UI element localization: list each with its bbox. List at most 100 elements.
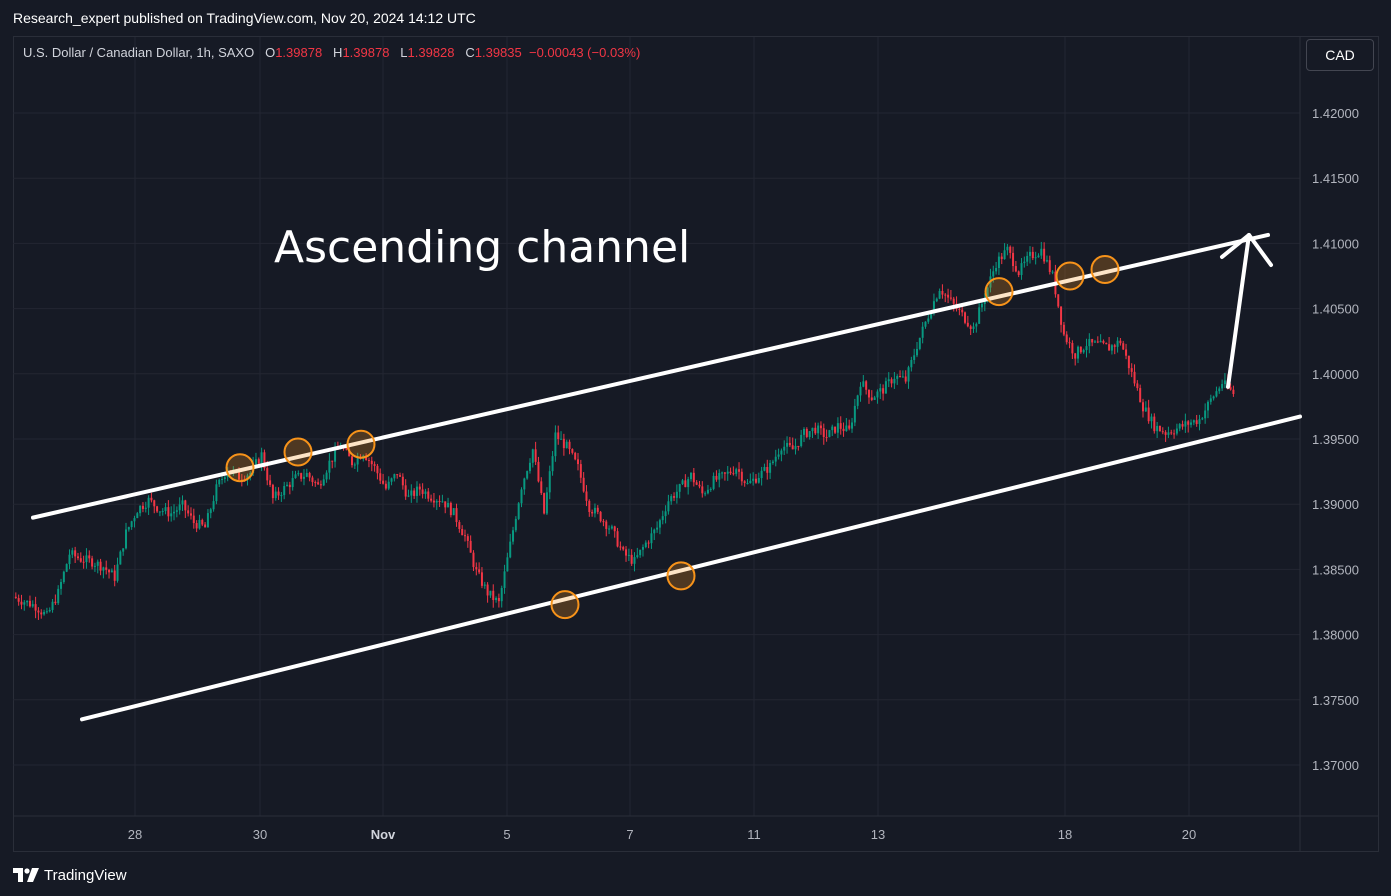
candle-body <box>746 483 749 485</box>
candle-body <box>568 441 571 450</box>
symbol-name[interactable]: U.S. Dollar / Canadian Dollar, 1h, SAXO <box>23 45 255 60</box>
candle-body <box>577 459 579 465</box>
candle-body <box>1232 389 1235 394</box>
candle-body <box>921 326 924 338</box>
candle-body <box>271 484 274 499</box>
candle-body <box>218 479 221 485</box>
candle-body <box>348 449 351 457</box>
candle-body <box>249 472 252 476</box>
candle-body <box>506 557 509 572</box>
candle-body <box>1153 416 1156 432</box>
candle-body <box>585 491 588 501</box>
candle-body <box>156 506 159 512</box>
candle-body <box>780 450 783 455</box>
candle-body <box>215 484 218 502</box>
candle-body <box>814 427 817 434</box>
candle-body <box>1093 341 1096 343</box>
candle-body <box>681 480 684 485</box>
candle-body <box>1195 420 1198 425</box>
candle-body <box>893 378 896 384</box>
candle-body <box>435 500 438 503</box>
candle-body <box>698 484 701 487</box>
candle-body <box>478 569 481 573</box>
candle-body <box>633 557 636 564</box>
candle-body <box>51 601 54 610</box>
candle-body <box>949 297 952 299</box>
candle-body <box>975 323 978 327</box>
publisher-line: Research_expert published on TradingView… <box>13 10 476 26</box>
candle-body <box>1057 294 1060 307</box>
candle-body <box>842 428 845 432</box>
grid-lines <box>13 37 1379 851</box>
candle-body <box>1130 368 1133 372</box>
candle-body <box>537 461 540 482</box>
candle-body <box>904 376 907 382</box>
candle-body <box>610 526 613 529</box>
candle-body <box>489 590 492 596</box>
candle-body <box>978 307 981 324</box>
candle-body <box>1065 334 1068 343</box>
candle-body <box>1192 420 1195 423</box>
candle-body <box>1051 271 1054 273</box>
candle-body <box>969 326 972 329</box>
candle-body <box>257 459 260 464</box>
candle-body <box>1113 345 1116 347</box>
candle-body <box>328 460 331 473</box>
candle-body <box>571 449 574 453</box>
candle-body <box>45 611 48 613</box>
time-tick-label: 11 <box>747 827 761 842</box>
candle-body <box>1003 250 1006 260</box>
tradingview-logo[interactable]: TradingView <box>13 864 127 886</box>
drawings: Ascending channel <box>31 222 1302 722</box>
candle-body <box>500 587 503 602</box>
candle-body <box>992 271 995 277</box>
candle-body <box>130 521 133 528</box>
candle-body <box>62 571 65 583</box>
candle-body <box>995 268 998 272</box>
candle-body <box>1020 263 1023 276</box>
candle-body <box>1082 350 1085 353</box>
candle-body <box>319 484 322 486</box>
candle-body <box>876 391 879 398</box>
price-axis: 1.42000 1.41500 1.41000 1.40500 1.40000 1.395… <box>1312 106 1359 773</box>
candle-body <box>48 609 51 612</box>
candle-body <box>325 472 328 480</box>
candle-body <box>353 464 356 466</box>
candle-body <box>582 477 585 492</box>
candle-body <box>291 478 294 488</box>
candle-body <box>608 528 611 530</box>
candle-body <box>82 561 85 563</box>
candle-body <box>1161 431 1164 433</box>
candle-body <box>721 472 724 474</box>
candle-body <box>184 500 187 511</box>
price-tick-label: 1.38500 <box>1312 562 1359 577</box>
candle-body <box>870 397 873 400</box>
candle-body <box>1000 256 1003 260</box>
candle-body <box>819 425 822 429</box>
candle-body <box>475 567 478 570</box>
candle-body <box>223 477 226 479</box>
candle-body <box>616 531 619 547</box>
candle-body <box>828 430 831 438</box>
candle-body <box>935 298 938 302</box>
candle-body <box>1029 251 1031 256</box>
candle-body <box>334 448 337 462</box>
candle-body <box>1040 248 1043 256</box>
candle-body <box>387 481 390 489</box>
candle-body <box>393 474 396 479</box>
price-tick-label: 1.42000 <box>1312 106 1359 121</box>
candle-body <box>1212 396 1215 399</box>
candle-body <box>238 470 240 480</box>
candle-body <box>551 456 554 472</box>
candle-body <box>288 484 291 488</box>
candle-body <box>1147 407 1150 422</box>
candle-body <box>887 379 890 382</box>
candle-body <box>509 541 512 558</box>
currency-button[interactable]: CAD <box>1306 39 1374 71</box>
close-value: 1.39835 <box>474 45 522 60</box>
candle-body <box>811 427 814 432</box>
candle-body <box>704 493 707 495</box>
chart-frame[interactable] <box>13 36 1379 852</box>
candle-body <box>1077 346 1080 359</box>
